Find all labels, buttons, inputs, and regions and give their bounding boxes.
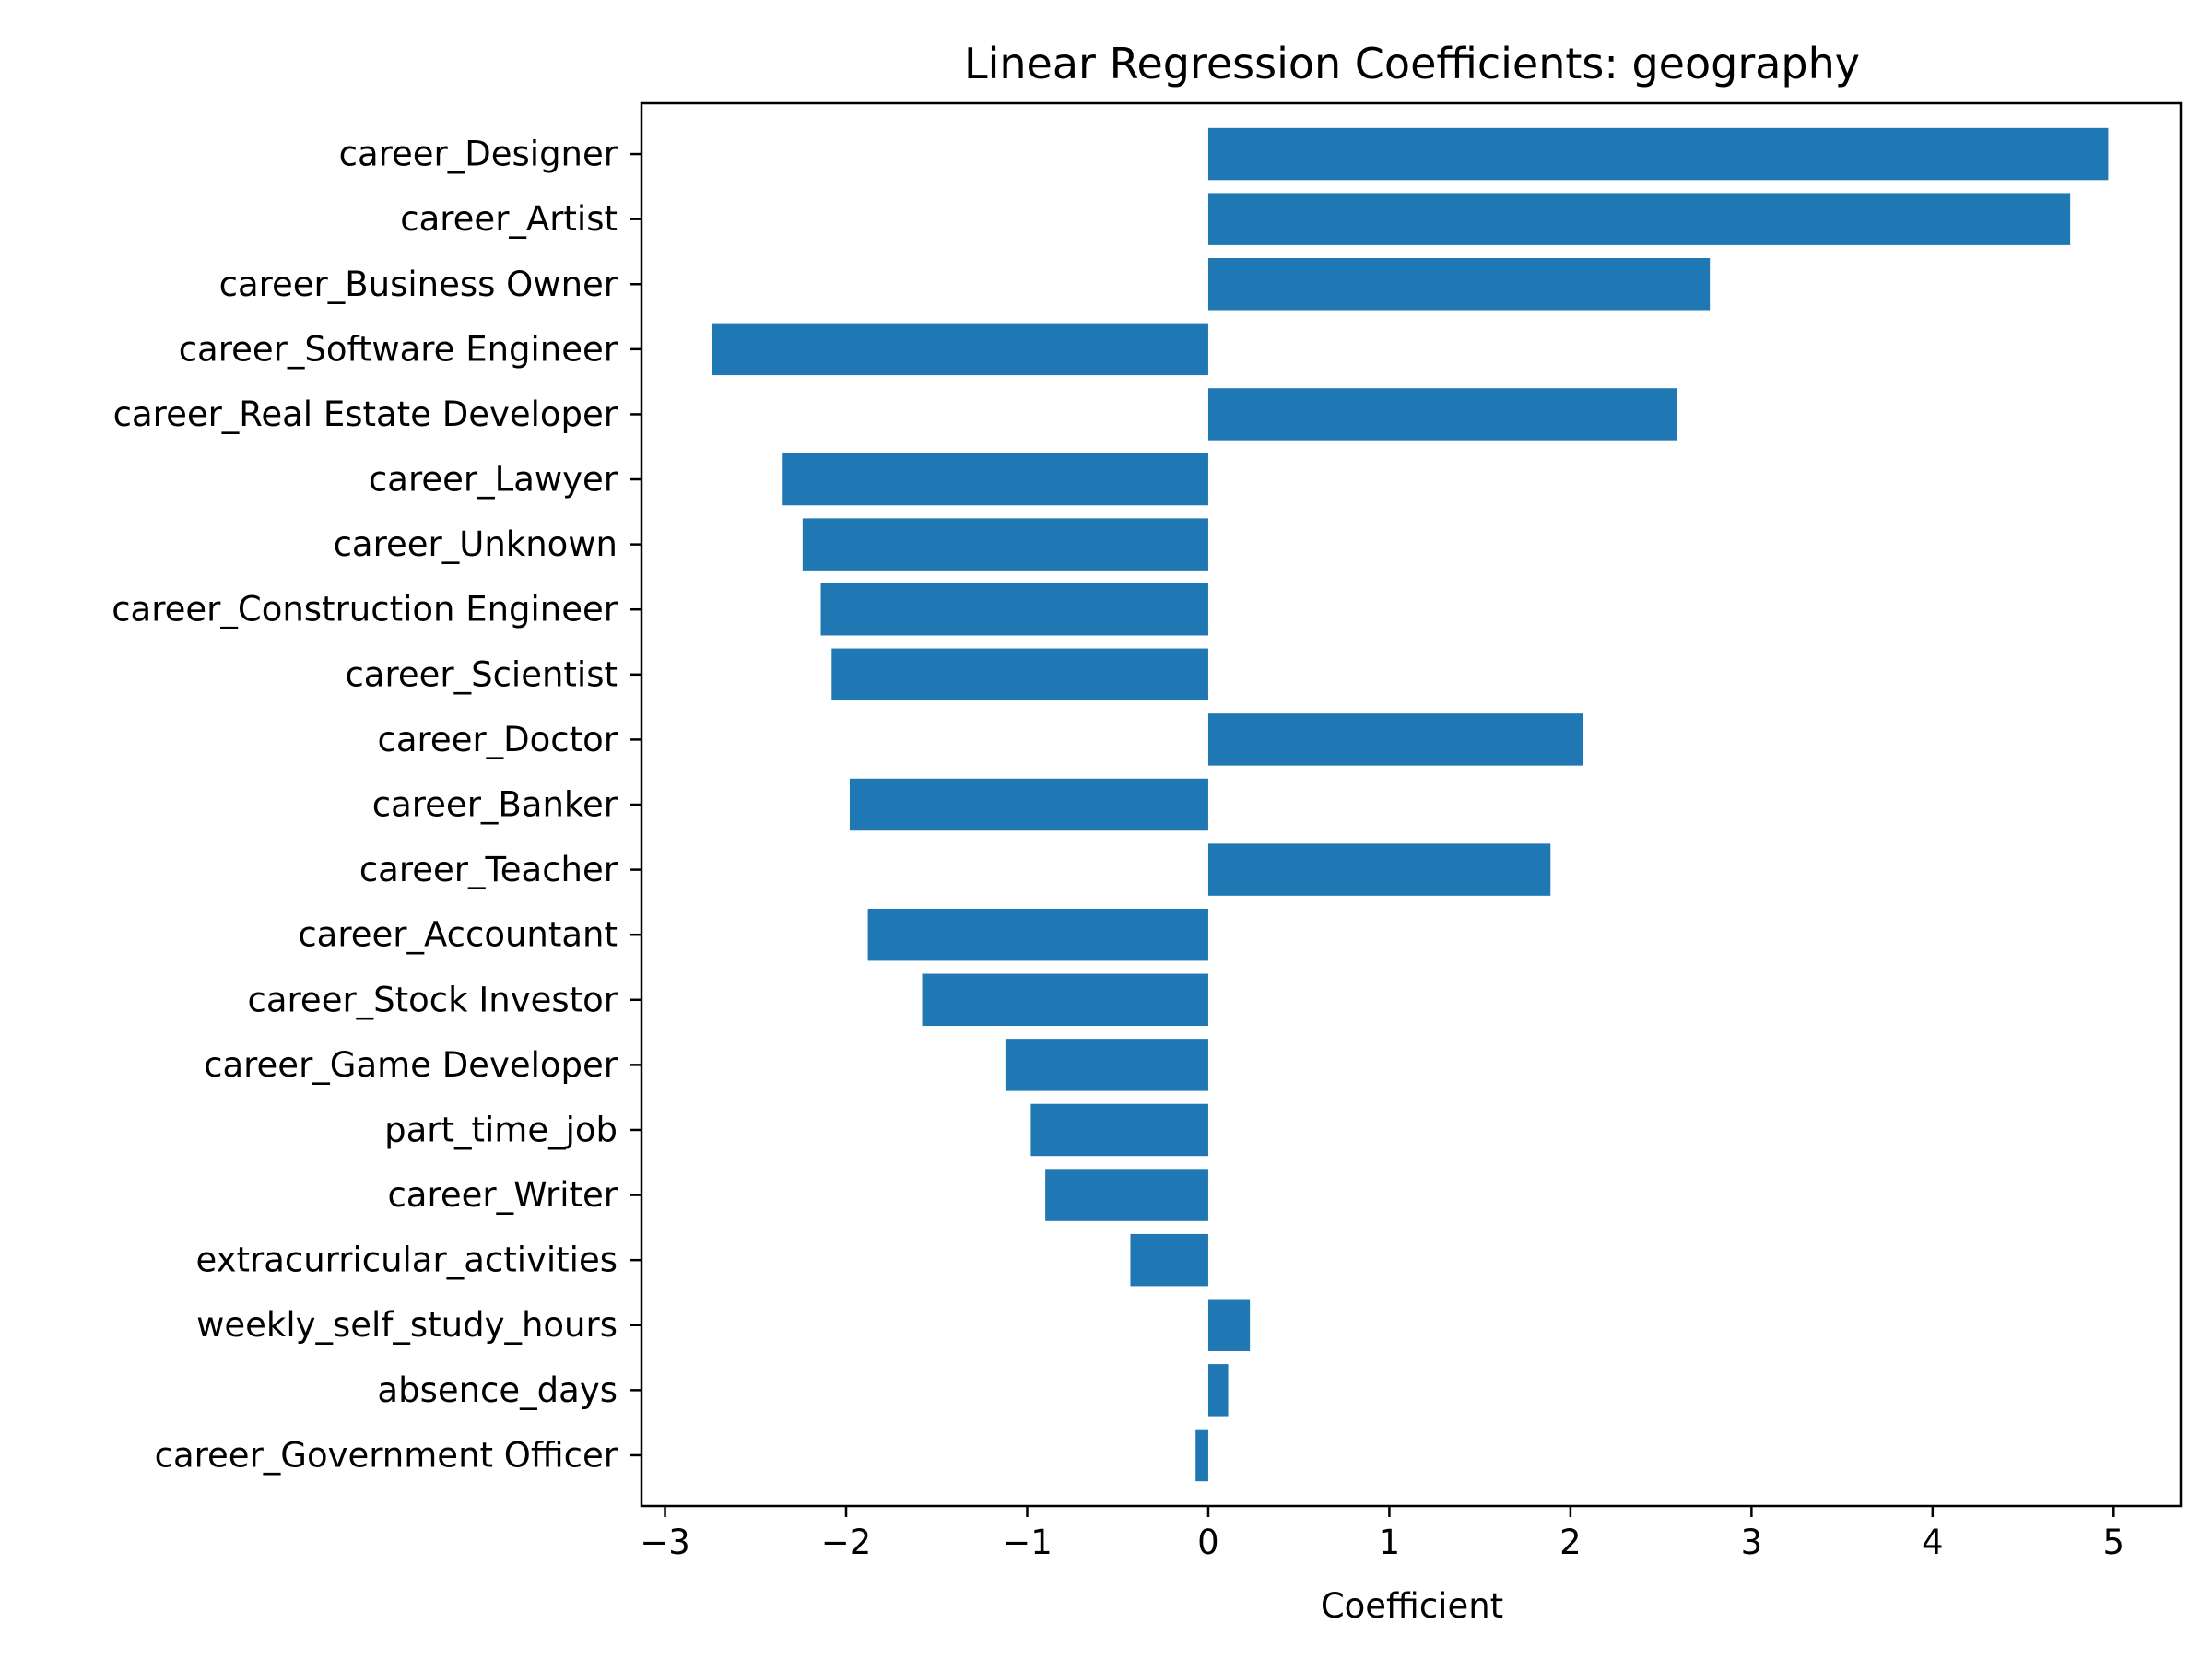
bars-layer	[712, 127, 2109, 1482]
y-tick-label: career_Artist	[400, 199, 618, 239]
y-tick-label: career_Real Estate Developer	[113, 394, 618, 434]
y-tick-label: part_time_job	[384, 1110, 618, 1149]
y-tick-label: career_Government Officer	[155, 1435, 618, 1475]
bar	[1005, 1039, 1208, 1091]
x-axis-label: Coefficient	[1321, 1586, 1503, 1626]
bar	[1045, 1169, 1208, 1221]
bar	[1195, 1429, 1208, 1482]
y-tick-label: career_Writer	[387, 1175, 618, 1215]
bar	[1207, 1299, 1251, 1351]
y-tick-label: career_Accountant	[298, 915, 618, 955]
bar	[922, 973, 1208, 1027]
bar	[867, 908, 1208, 961]
x-tick-label: 3	[1741, 1523, 1763, 1562]
y-tick-label: career_Game Developer	[204, 1045, 618, 1085]
x-tick-label: 1	[1379, 1523, 1401, 1562]
x-tick-label: 5	[2103, 1523, 2125, 1562]
chart-title: Linear Regression Coefficients: geograph…	[964, 39, 1860, 88]
bar	[1207, 713, 1583, 766]
x-tick-label: −1	[1002, 1523, 1053, 1562]
y-tick-label: absence_days	[377, 1371, 618, 1410]
y-tick-label: extracurricular_activities	[195, 1241, 618, 1280]
y-tick-label: career_Scientist	[345, 654, 618, 694]
y-tick-label: career_Designer	[339, 135, 618, 174]
bar	[1207, 258, 1711, 311]
ticks-layer: career_Designer career_Artist career_Busin…	[112, 135, 2124, 1562]
bar	[1130, 1233, 1208, 1287]
y-tick-label: career_Software Engineer	[179, 329, 618, 369]
y-tick-label: career_Stock Investor	[248, 980, 618, 1019]
bar	[782, 453, 1208, 506]
bar	[820, 582, 1208, 636]
bar	[1030, 1103, 1208, 1157]
y-tick-label: career_Lawyer	[369, 460, 618, 500]
bar	[1207, 127, 2109, 181]
y-tick-label: weekly_self_study_hours	[196, 1305, 618, 1345]
bar	[831, 648, 1208, 701]
bar	[1207, 388, 1677, 441]
y-tick-label: career_Construction Engineer	[112, 590, 618, 629]
x-tick-label: 2	[1559, 1523, 1582, 1562]
bar	[1207, 1364, 1229, 1417]
bar	[712, 323, 1208, 376]
plot-area-frame	[640, 101, 2183, 1508]
bar	[849, 778, 1208, 831]
y-tick-label: career_Banker	[372, 785, 618, 825]
y-tick-label: career_Business Owner	[219, 265, 618, 304]
x-tick-label: 0	[1197, 1523, 1219, 1562]
bar	[1207, 193, 2071, 245]
bar	[802, 518, 1208, 571]
y-tick-label: career_Unknown	[334, 524, 618, 564]
y-tick-label: career_Teacher	[359, 850, 618, 889]
bar	[1207, 843, 1551, 896]
x-tick-label: 4	[1922, 1523, 1944, 1562]
y-tick-label: career_Doctor	[378, 720, 618, 759]
x-tick-label: −2	[821, 1523, 872, 1562]
x-tick-label: −3	[640, 1523, 690, 1562]
